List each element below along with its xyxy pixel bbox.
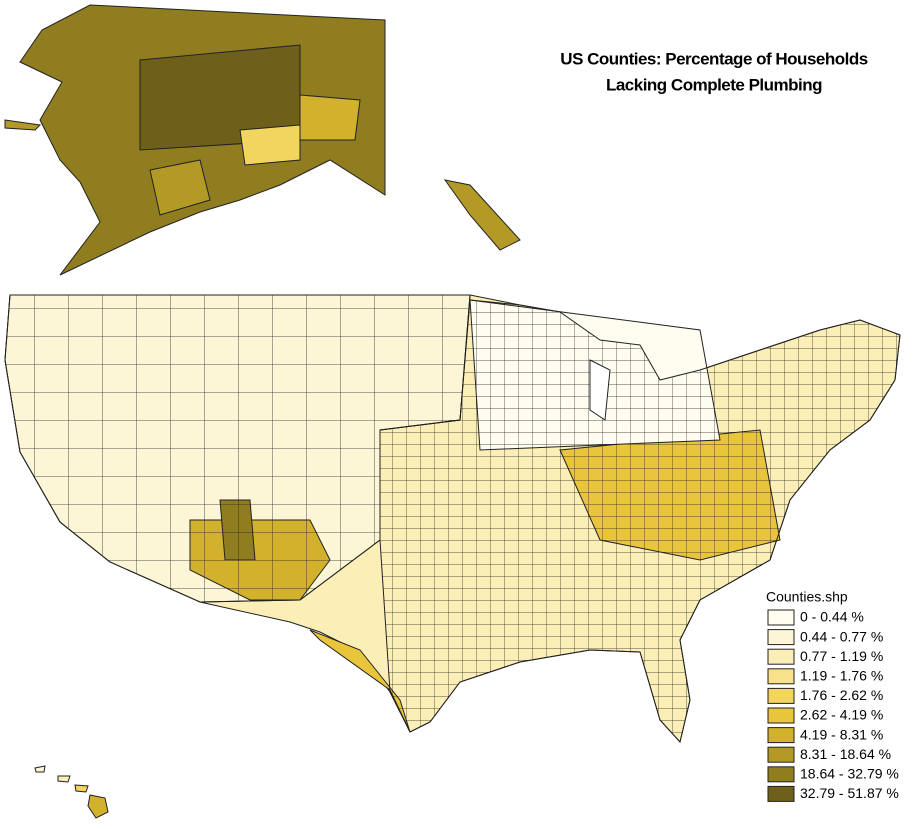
legend-label: 32.79 - 51.87 % [800, 785, 899, 801]
legend-swatch [767, 785, 795, 802]
legend-swatch [767, 629, 795, 646]
legend-label: 1.76 - 2.62 % [800, 687, 883, 703]
legend-swatch [767, 687, 795, 704]
legend: 0 - 0.44 % 0.44 - 0.77 % 0.77 - 1.19 % 1.19… [767, 609, 899, 802]
legend-label: 2.62 - 4.19 % [800, 707, 883, 723]
legend-title: Counties.shp [766, 589, 848, 605]
legend-label: 0 - 0.44 % [800, 609, 864, 625]
legend-swatch [767, 609, 795, 626]
legend-swatch [767, 648, 795, 665]
legend-label: 0.77 - 1.19 % [800, 648, 883, 664]
legend-label: 1.19 - 1.76 % [800, 668, 883, 684]
legend-label: 18.64 - 32.79 % [800, 766, 899, 782]
legend-label: 4.19 - 8.31 % [800, 726, 883, 742]
legend-swatch [767, 766, 795, 783]
conterminous-us [4, 294, 901, 744]
legend-label: 8.31 - 18.64 % [800, 746, 891, 762]
alaska [4, 4, 521, 276]
title-line: US Counties: Percentage of Households [560, 49, 867, 68]
title-line: Lacking Complete Plumbing [606, 75, 822, 94]
legend-label: 0.44 - 0.77 % [800, 628, 883, 644]
legend-swatch [767, 746, 795, 763]
hawaii [34, 765, 109, 819]
legend-swatch [767, 707, 795, 724]
legend-swatch [767, 727, 795, 744]
legend-swatch [767, 668, 795, 685]
